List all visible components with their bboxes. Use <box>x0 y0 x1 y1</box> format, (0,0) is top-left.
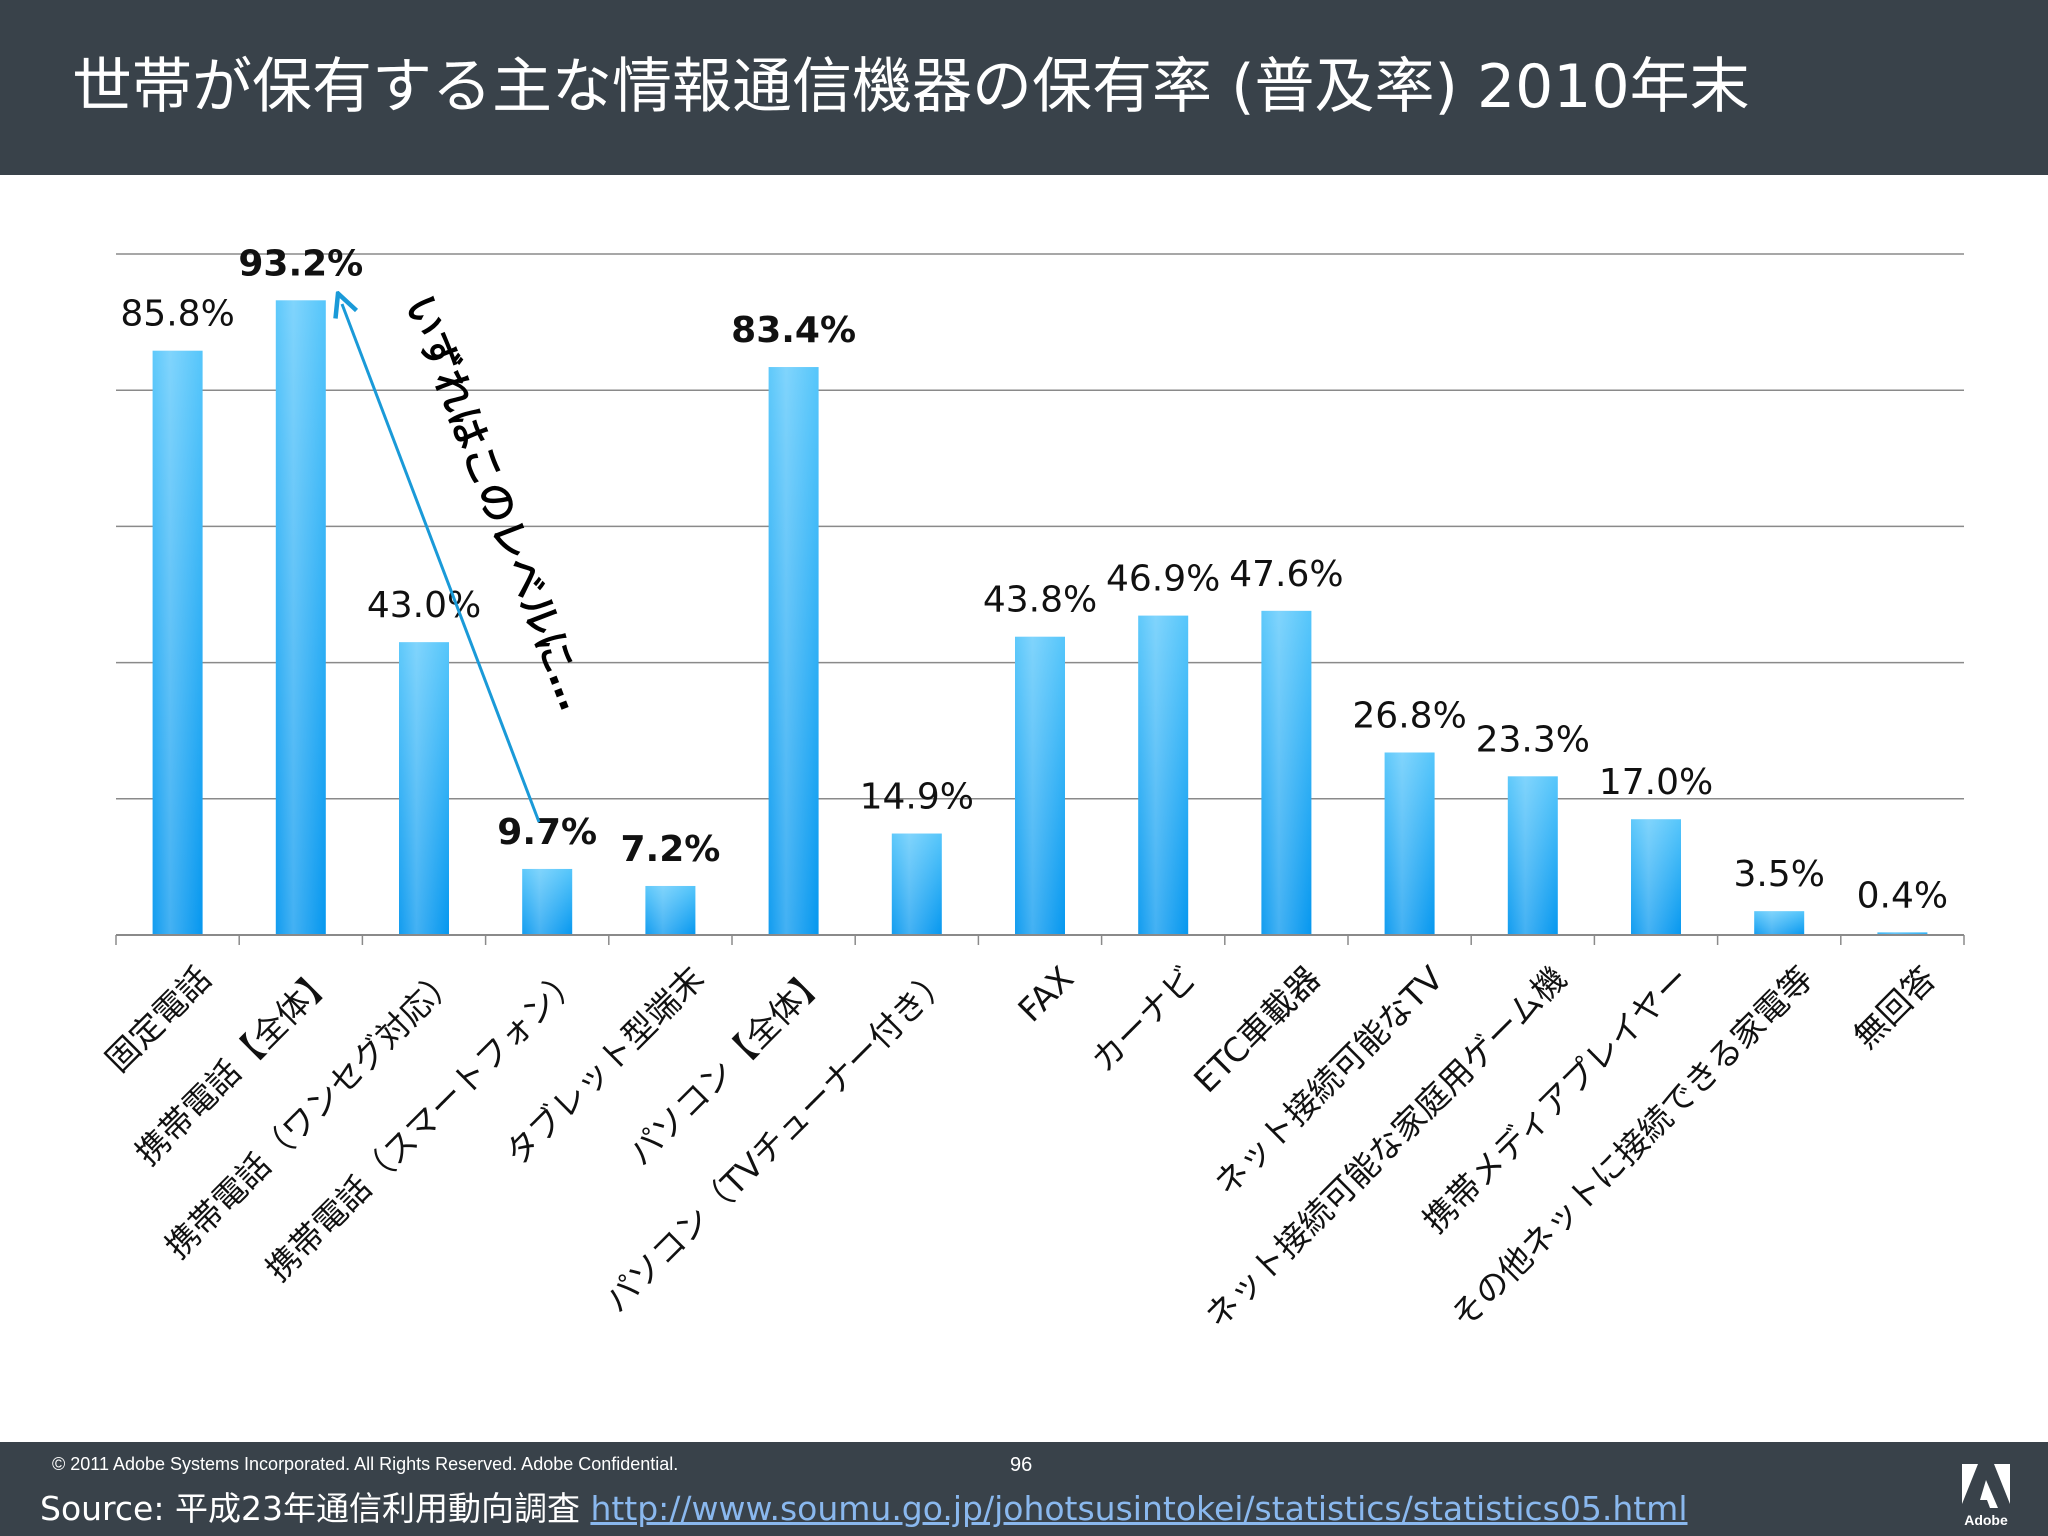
bar-highlight <box>1507 776 1558 935</box>
bar-highlight <box>275 300 326 936</box>
bar-highlight <box>1877 932 1928 935</box>
bar-highlight <box>1261 610 1312 935</box>
data-label: 47.6% <box>1229 554 1343 595</box>
adobe-logo-text: Adobe <box>1964 1512 2008 1528</box>
data-labels: 85.8%93.2% 43.0% 9.7% 7.2% 83.4% 14.9% 43.8%46… <box>120 243 1948 916</box>
copyright-text: © 2011 Adobe Systems Incorporated. All R… <box>52 1454 679 1474</box>
data-label: 43.8% <box>983 580 1097 621</box>
data-label: 3.5% <box>1733 854 1824 895</box>
data-label: 0.4% <box>1857 875 1948 916</box>
data-label: 14.9% <box>860 777 974 818</box>
data-label: 85.8% <box>120 294 234 335</box>
title-bar: 世帯が保有する主な情報通信機器の保有率 (普及率) 2010年末 <box>0 0 2048 175</box>
data-label: 17.0% <box>1599 762 1713 803</box>
page-number: 96 <box>1010 1454 1033 1476</box>
data-label: 23.3% <box>1476 719 1590 760</box>
x-tick-label: ネット接続可能なTV <box>1206 958 1451 1203</box>
bar-highlight <box>522 868 573 935</box>
bar-highlight <box>768 367 819 935</box>
bars <box>152 300 1928 936</box>
bar-highlight <box>1754 911 1805 935</box>
x-tick-label: 固定電話 <box>98 959 219 1080</box>
bar-highlight <box>1631 819 1681 935</box>
data-label: 93.2% <box>238 243 363 284</box>
data-label: 83.4% <box>731 310 856 351</box>
bar-highlight <box>1138 615 1189 935</box>
annotation: いずれはこのレベルに… <box>342 289 596 823</box>
bar-chart: 85.8%93.2% 43.0% 9.7% 7.2% 83.4% 14.9% 43.8%46… <box>98 243 1965 1336</box>
x-tick-label: カーナビ <box>1083 959 1204 1080</box>
data-label: 26.8% <box>1352 695 1466 736</box>
footer: © 2011 Adobe Systems Incorporated. All R… <box>0 1442 2048 1536</box>
bar-highlight <box>891 833 942 935</box>
trend-arrow <box>342 304 541 823</box>
x-tick-label: 無回答 <box>1846 959 1944 1057</box>
data-label: 46.9% <box>1106 559 1220 600</box>
bar-highlight <box>1384 752 1435 935</box>
bar-highlight <box>1015 636 1065 935</box>
data-label: 7.2% <box>620 829 720 870</box>
page-title: 世帯が保有する主な情報通信機器の保有率 (普及率) 2010年末 <box>72 52 1750 122</box>
source-line: Source: 平成23年通信利用動向調査 http://www.soumu.g… <box>40 1482 1688 1530</box>
source-label: Source: 平成23年通信利用動向調査 <box>40 1489 591 1528</box>
bar-highlight <box>152 350 203 935</box>
adobe-logo-icon <box>1962 1464 2010 1508</box>
data-label: 43.0% <box>367 585 481 626</box>
x-axis: 固定電話携帯電話【全体】携帯電話（ワンセグ対応）携帯電話（スマートフォン）タブレ… <box>98 934 1965 1336</box>
bar-highlight <box>399 642 449 935</box>
x-tick-label: FAX <box>1010 959 1081 1030</box>
data-label: 9.7% <box>497 812 597 853</box>
bar-highlight <box>645 885 696 935</box>
source-link[interactable]: http://www.soumu.go.jp/johotsusintokei/s… <box>590 1489 1688 1528</box>
